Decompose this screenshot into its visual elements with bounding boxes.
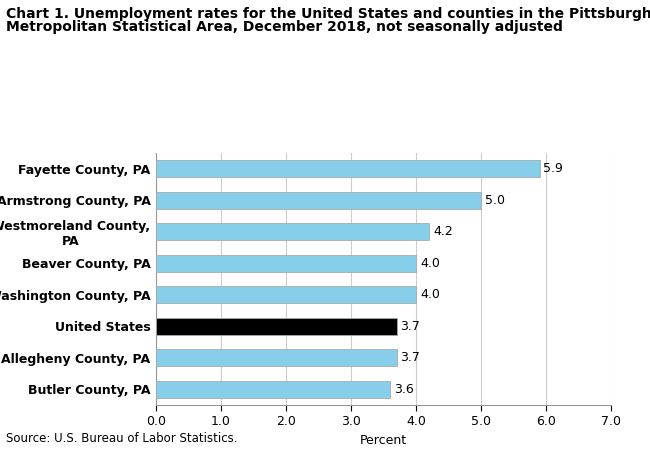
Bar [156,223,429,240]
Text: Chart 1. Unemployment rates for the United States and counties in the Pittsburgh: Chart 1. Unemployment rates for the Unit… [6,7,650,21]
Text: 3.7: 3.7 [400,320,421,333]
Text: 4.2: 4.2 [433,225,452,238]
Bar [156,160,540,177]
Bar [156,255,416,272]
Text: 3.6: 3.6 [394,383,413,396]
Text: 3.7: 3.7 [400,351,421,364]
Text: 5.0: 5.0 [485,194,505,207]
Bar [156,381,390,398]
Text: 5.9: 5.9 [543,162,564,175]
Text: Metropolitan Statistical Area, December 2018, not seasonally adjusted: Metropolitan Statistical Area, December … [6,20,564,34]
Bar [156,192,481,209]
X-axis label: Percent: Percent [360,434,407,447]
Bar [156,318,396,335]
Bar [156,286,416,303]
Bar [156,349,396,366]
Text: Source: U.S. Bureau of Labor Statistics.: Source: U.S. Bureau of Labor Statistics. [6,432,238,446]
Text: 4.0: 4.0 [420,288,440,301]
Text: 4.0: 4.0 [420,257,440,270]
